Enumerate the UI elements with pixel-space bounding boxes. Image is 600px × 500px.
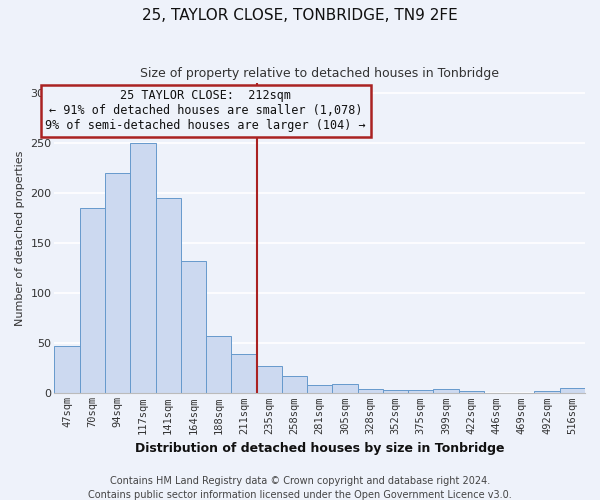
Bar xyxy=(55,346,80,394)
Text: Contains HM Land Registry data © Crown copyright and database right 2024.
Contai: Contains HM Land Registry data © Crown c… xyxy=(88,476,512,500)
Bar xyxy=(206,336,232,394)
Bar xyxy=(130,143,155,394)
Text: 25 TAYLOR CLOSE:  212sqm
← 91% of detached houses are smaller (1,078)
9% of semi: 25 TAYLOR CLOSE: 212sqm ← 91% of detache… xyxy=(46,90,366,132)
Bar xyxy=(232,354,257,394)
Bar xyxy=(458,392,484,394)
Bar xyxy=(307,386,332,394)
Bar xyxy=(155,198,181,394)
Bar xyxy=(433,390,458,394)
Bar xyxy=(80,208,105,394)
Y-axis label: Number of detached properties: Number of detached properties xyxy=(15,150,25,326)
Bar xyxy=(332,384,358,394)
Bar xyxy=(358,390,383,394)
Bar xyxy=(408,390,433,394)
Bar xyxy=(560,388,585,394)
Bar xyxy=(105,173,130,394)
Bar xyxy=(383,390,408,394)
Title: Size of property relative to detached houses in Tonbridge: Size of property relative to detached ho… xyxy=(140,68,499,80)
Bar xyxy=(282,376,307,394)
Bar xyxy=(181,261,206,394)
X-axis label: Distribution of detached houses by size in Tonbridge: Distribution of detached houses by size … xyxy=(135,442,505,455)
Text: 25, TAYLOR CLOSE, TONBRIDGE, TN9 2FE: 25, TAYLOR CLOSE, TONBRIDGE, TN9 2FE xyxy=(142,8,458,22)
Bar xyxy=(257,366,282,394)
Bar xyxy=(535,392,560,394)
